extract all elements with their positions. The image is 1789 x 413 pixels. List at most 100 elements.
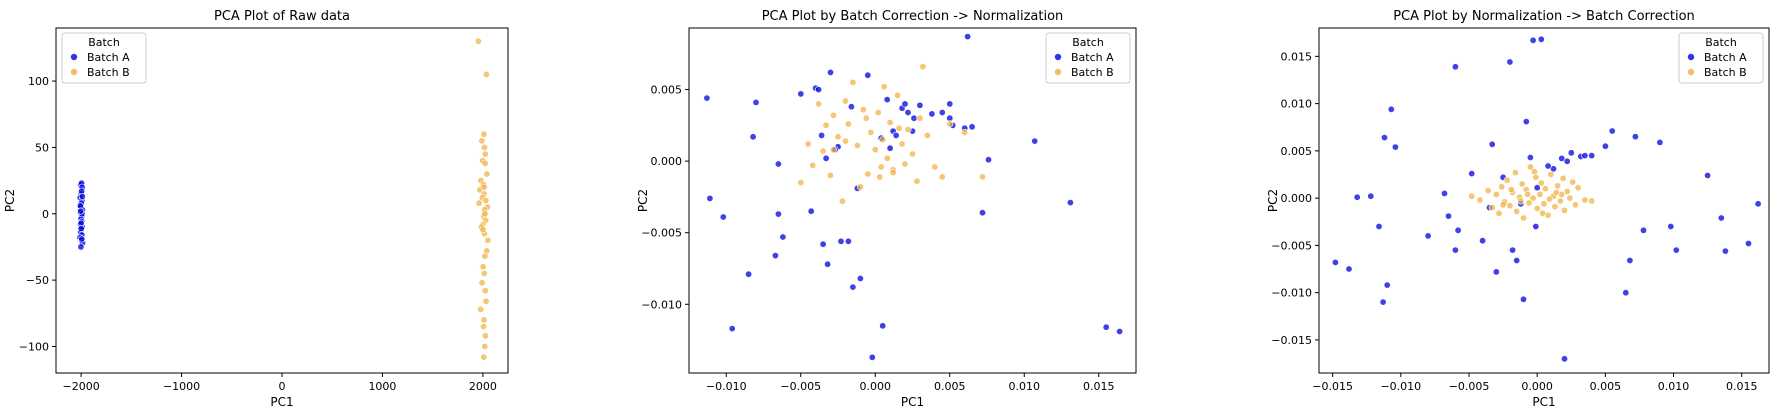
data-point (871, 146, 879, 154)
data-point (483, 170, 491, 178)
data-point (77, 224, 85, 232)
y-tick-label: −0.015 (1271, 334, 1312, 347)
data-point (1468, 192, 1476, 200)
series-batch-a (703, 33, 1124, 361)
data-point (978, 209, 986, 217)
data-point (876, 173, 884, 181)
data-point (1581, 196, 1589, 204)
series-batch-a (76, 179, 87, 251)
data-point (931, 163, 939, 171)
data-point (1571, 201, 1579, 209)
data-point (913, 177, 921, 185)
data-point (898, 140, 906, 148)
data-point (77, 207, 85, 215)
data-point (879, 136, 887, 144)
data-point (804, 140, 812, 148)
legend-marker (70, 53, 78, 61)
data-point (826, 171, 834, 179)
data-point (904, 126, 912, 134)
data-point (1391, 143, 1399, 151)
y-tick-label: 0.000 (1281, 192, 1313, 205)
data-point (829, 146, 837, 154)
data-point (1520, 295, 1528, 303)
series-batch-b (797, 63, 986, 205)
data-point (1563, 188, 1571, 196)
data-point (1499, 201, 1507, 209)
legend-entry: Batch A (1071, 51, 1114, 64)
data-point (883, 96, 891, 104)
series-batch-b (1468, 163, 1596, 222)
data-point (481, 342, 489, 350)
data-point (481, 332, 489, 340)
x-tick-label: 0.010 (1009, 380, 1041, 393)
data-point (841, 137, 849, 145)
y-tick-label: −50 (26, 274, 49, 287)
y-tick-label: 50 (35, 141, 49, 154)
chart-title: PCA Plot by Normalization -> Batch Corre… (1393, 9, 1695, 24)
data-point (1656, 138, 1664, 146)
data-point (1532, 223, 1540, 231)
x-tick-label: 0.000 (1521, 380, 1553, 393)
data-point (484, 236, 492, 244)
x-tick-label: −0.005 (1449, 380, 1490, 393)
y-axis-label: PC2 (1266, 189, 1280, 212)
data-point (78, 193, 86, 201)
axes-frame (688, 27, 1137, 374)
series-batch-a (1331, 35, 1762, 363)
data-point (844, 237, 852, 245)
data-point (749, 133, 757, 141)
legend-marker (1054, 53, 1062, 61)
data-point (964, 33, 972, 41)
data-point (1454, 226, 1462, 234)
data-point (477, 305, 485, 313)
data-point (481, 159, 489, 167)
data-point (1533, 205, 1541, 213)
data-point (1608, 127, 1616, 135)
legend-marker (1687, 68, 1695, 76)
data-point (1574, 184, 1582, 192)
data-point (480, 353, 488, 361)
data-point (841, 97, 849, 105)
data-point (864, 170, 872, 178)
data-point (819, 240, 827, 248)
legend-marker (70, 68, 78, 76)
data-point (864, 71, 872, 79)
data-point (1622, 289, 1630, 297)
legend-box (1045, 32, 1131, 84)
data-point (480, 183, 488, 191)
data-point (1561, 206, 1569, 214)
data-point (1387, 105, 1395, 113)
data-point (984, 156, 992, 164)
data-point (706, 194, 714, 202)
data-point (1544, 162, 1552, 170)
data-point (728, 325, 736, 333)
data-point (1509, 246, 1517, 254)
legend-entry: Batch B (1071, 66, 1114, 79)
data-point (815, 100, 823, 108)
data-point (826, 68, 834, 76)
data-point (1533, 184, 1541, 192)
data-point (480, 130, 488, 138)
data-point (1667, 223, 1675, 231)
data-point (1537, 179, 1545, 187)
data-point (77, 243, 85, 251)
data-point (908, 150, 916, 158)
data-point (901, 160, 909, 168)
data-point (797, 90, 805, 98)
x-axis-label: PC1 (901, 395, 924, 409)
data-point (752, 98, 760, 106)
legend-entry: Batch B (1704, 66, 1747, 79)
data-point (901, 100, 909, 108)
data-point (481, 150, 489, 158)
data-point (771, 252, 779, 260)
data-point (856, 274, 864, 282)
data-point (1541, 185, 1549, 193)
data-point (719, 213, 727, 221)
data-point (1569, 178, 1577, 186)
y-tick-label: −0.005 (1271, 239, 1312, 252)
data-point (1441, 189, 1449, 197)
legend-title: Batch (1705, 36, 1737, 49)
data-point (481, 287, 489, 295)
data-point (482, 70, 490, 78)
